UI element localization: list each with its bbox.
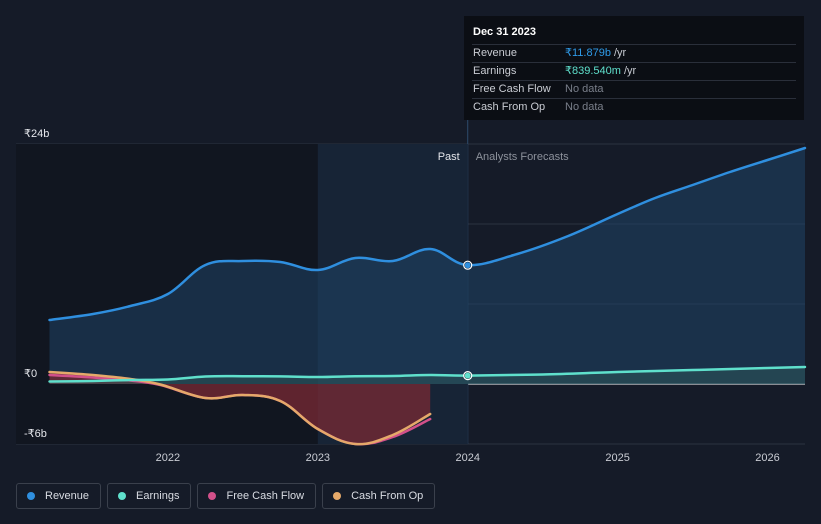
chart-area: ₹24b ₹0 -₹6b 2022 2023 2024 2025 2026 Past Analys… xyxy=(16,120,807,464)
cash-from-op-area xyxy=(49,372,431,445)
legend-dot-icon xyxy=(333,492,342,500)
tooltip: Dec 31 2023 Revenue ₹11.879b /yr Earning… xyxy=(464,16,804,120)
tooltip-date: Dec 31 2023 xyxy=(473,26,536,38)
forecast-label: Analysts Forecasts xyxy=(476,151,569,163)
legend-label: Free Cash Flow xyxy=(226,490,305,502)
revenue-area xyxy=(49,148,805,384)
legend-item-free-cash-flow[interactable]: Free Cash Flow xyxy=(197,483,317,509)
earnings-line xyxy=(48,365,807,383)
legend: Revenue Earnings Free Cash Flow Cash Fro… xyxy=(16,483,436,509)
tooltip-row-revenue: Revenue ₹11.879b /yr xyxy=(472,44,796,62)
tooltip-row-earnings: Earnings ₹839.540m /yr xyxy=(472,62,796,80)
tooltip-label: Cash From Op xyxy=(473,101,546,113)
legend-dot-icon xyxy=(118,492,127,500)
tooltip-value: No data xyxy=(565,101,604,113)
legend-item-cash-from-op[interactable]: Cash From Op xyxy=(322,483,436,509)
legend-item-revenue[interactable]: Revenue xyxy=(16,483,102,509)
y-tick-label: -₹6b xyxy=(24,428,47,440)
tooltip-label: Earnings xyxy=(473,65,517,77)
cash-from-op-line xyxy=(48,370,432,446)
tooltip-unit: /yr xyxy=(613,47,627,59)
axis-labels: ₹24b ₹0 -₹6b 2022 2023 2024 2025 2026 Past Analys… xyxy=(24,128,780,464)
tooltip-row-free-cash-flow: Free Cash Flow No data xyxy=(472,80,796,98)
legend-dot-icon xyxy=(27,492,35,500)
tooltip-label: Free Cash Flow xyxy=(473,83,551,95)
x-tick-label: 2023 xyxy=(306,452,330,464)
revenue-line xyxy=(48,146,807,322)
x-tick-label: 2024 xyxy=(455,452,479,464)
past-label: Past xyxy=(438,151,460,163)
y-tick-label: ₹0 xyxy=(24,368,37,380)
tooltip-row-cash-from-op: Cash From Op No data xyxy=(472,98,796,116)
earnings-marker-dot xyxy=(464,372,471,379)
y-tick-label: ₹24b xyxy=(24,128,49,140)
tooltip-value: No data xyxy=(565,83,604,95)
revenue-marker-dot xyxy=(464,262,471,269)
tooltip-unit: /yr xyxy=(623,65,637,77)
tooltip-value: ₹839.540m xyxy=(565,65,621,77)
tooltip-value: ₹11.879b xyxy=(565,47,611,59)
x-tick-label: 2026 xyxy=(755,452,779,464)
legend-label: Revenue xyxy=(45,490,90,502)
legend-dot-icon xyxy=(208,492,217,500)
legend-label: Cash From Op xyxy=(351,490,424,502)
tooltip-label: Revenue xyxy=(473,47,518,59)
x-tick-label: 2025 xyxy=(605,452,629,464)
legend-label: Earnings xyxy=(136,490,180,502)
series-lines xyxy=(48,146,807,446)
x-tick-label: 2022 xyxy=(156,452,180,464)
legend-item-earnings[interactable]: Earnings xyxy=(107,483,192,509)
highlight-markers xyxy=(463,260,473,381)
